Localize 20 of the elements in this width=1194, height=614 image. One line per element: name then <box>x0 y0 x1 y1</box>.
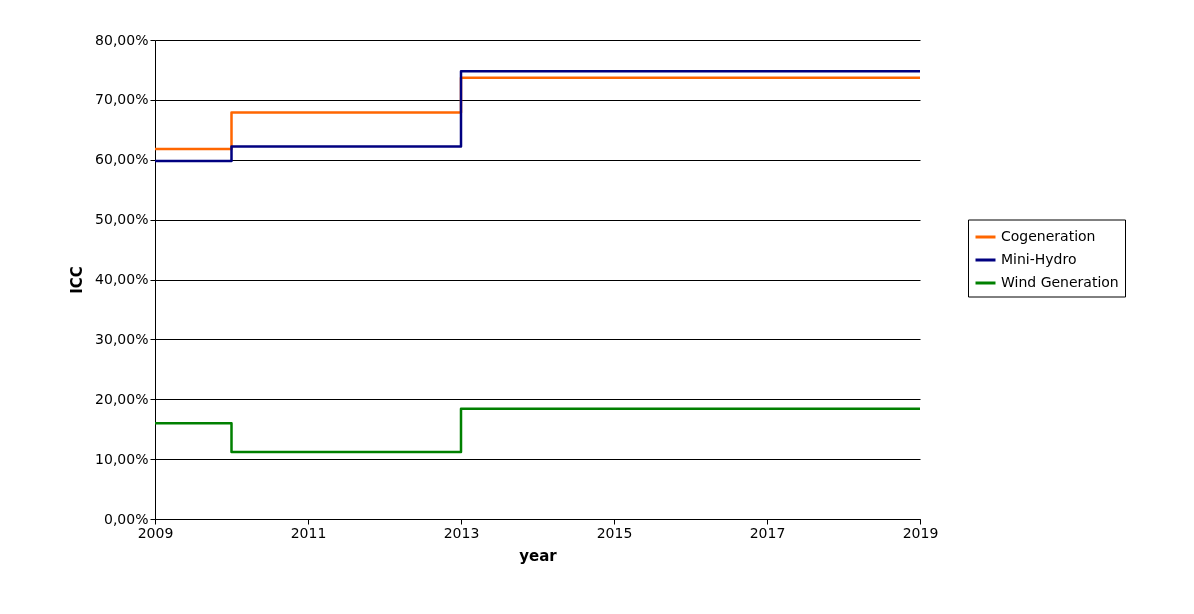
x-tick-label: 2013 <box>443 524 480 541</box>
y-tick-label: 10,00% <box>95 450 149 467</box>
x-tick-label: 2009 <box>137 524 174 541</box>
y-tick-label: 0,00% <box>104 510 149 527</box>
x-axis-title: year <box>519 546 558 565</box>
x-tick-label: 2019 <box>902 524 939 541</box>
y-axis-title: ICC <box>68 266 87 294</box>
x-tick-label: 2011 <box>290 524 327 541</box>
x-tick-label: 2017 <box>749 524 786 541</box>
y-tick-label: 80,00% <box>95 31 149 48</box>
x-tick-label: 2015 <box>596 524 633 541</box>
y-tick-label: 50,00% <box>95 211 149 228</box>
legend-label: Wind Generation <box>1001 274 1119 290</box>
y-tick-label: 20,00% <box>95 390 149 407</box>
y-tick-label: 60,00% <box>95 151 149 168</box>
legend-label: Mini-Hydro <box>1001 251 1077 267</box>
y-tick-label: 70,00% <box>95 91 149 108</box>
y-tick-label: 40,00% <box>95 271 149 287</box>
y-tick-label: 30,00% <box>95 330 149 347</box>
legend-label: Cogeneration <box>1001 228 1096 244</box>
